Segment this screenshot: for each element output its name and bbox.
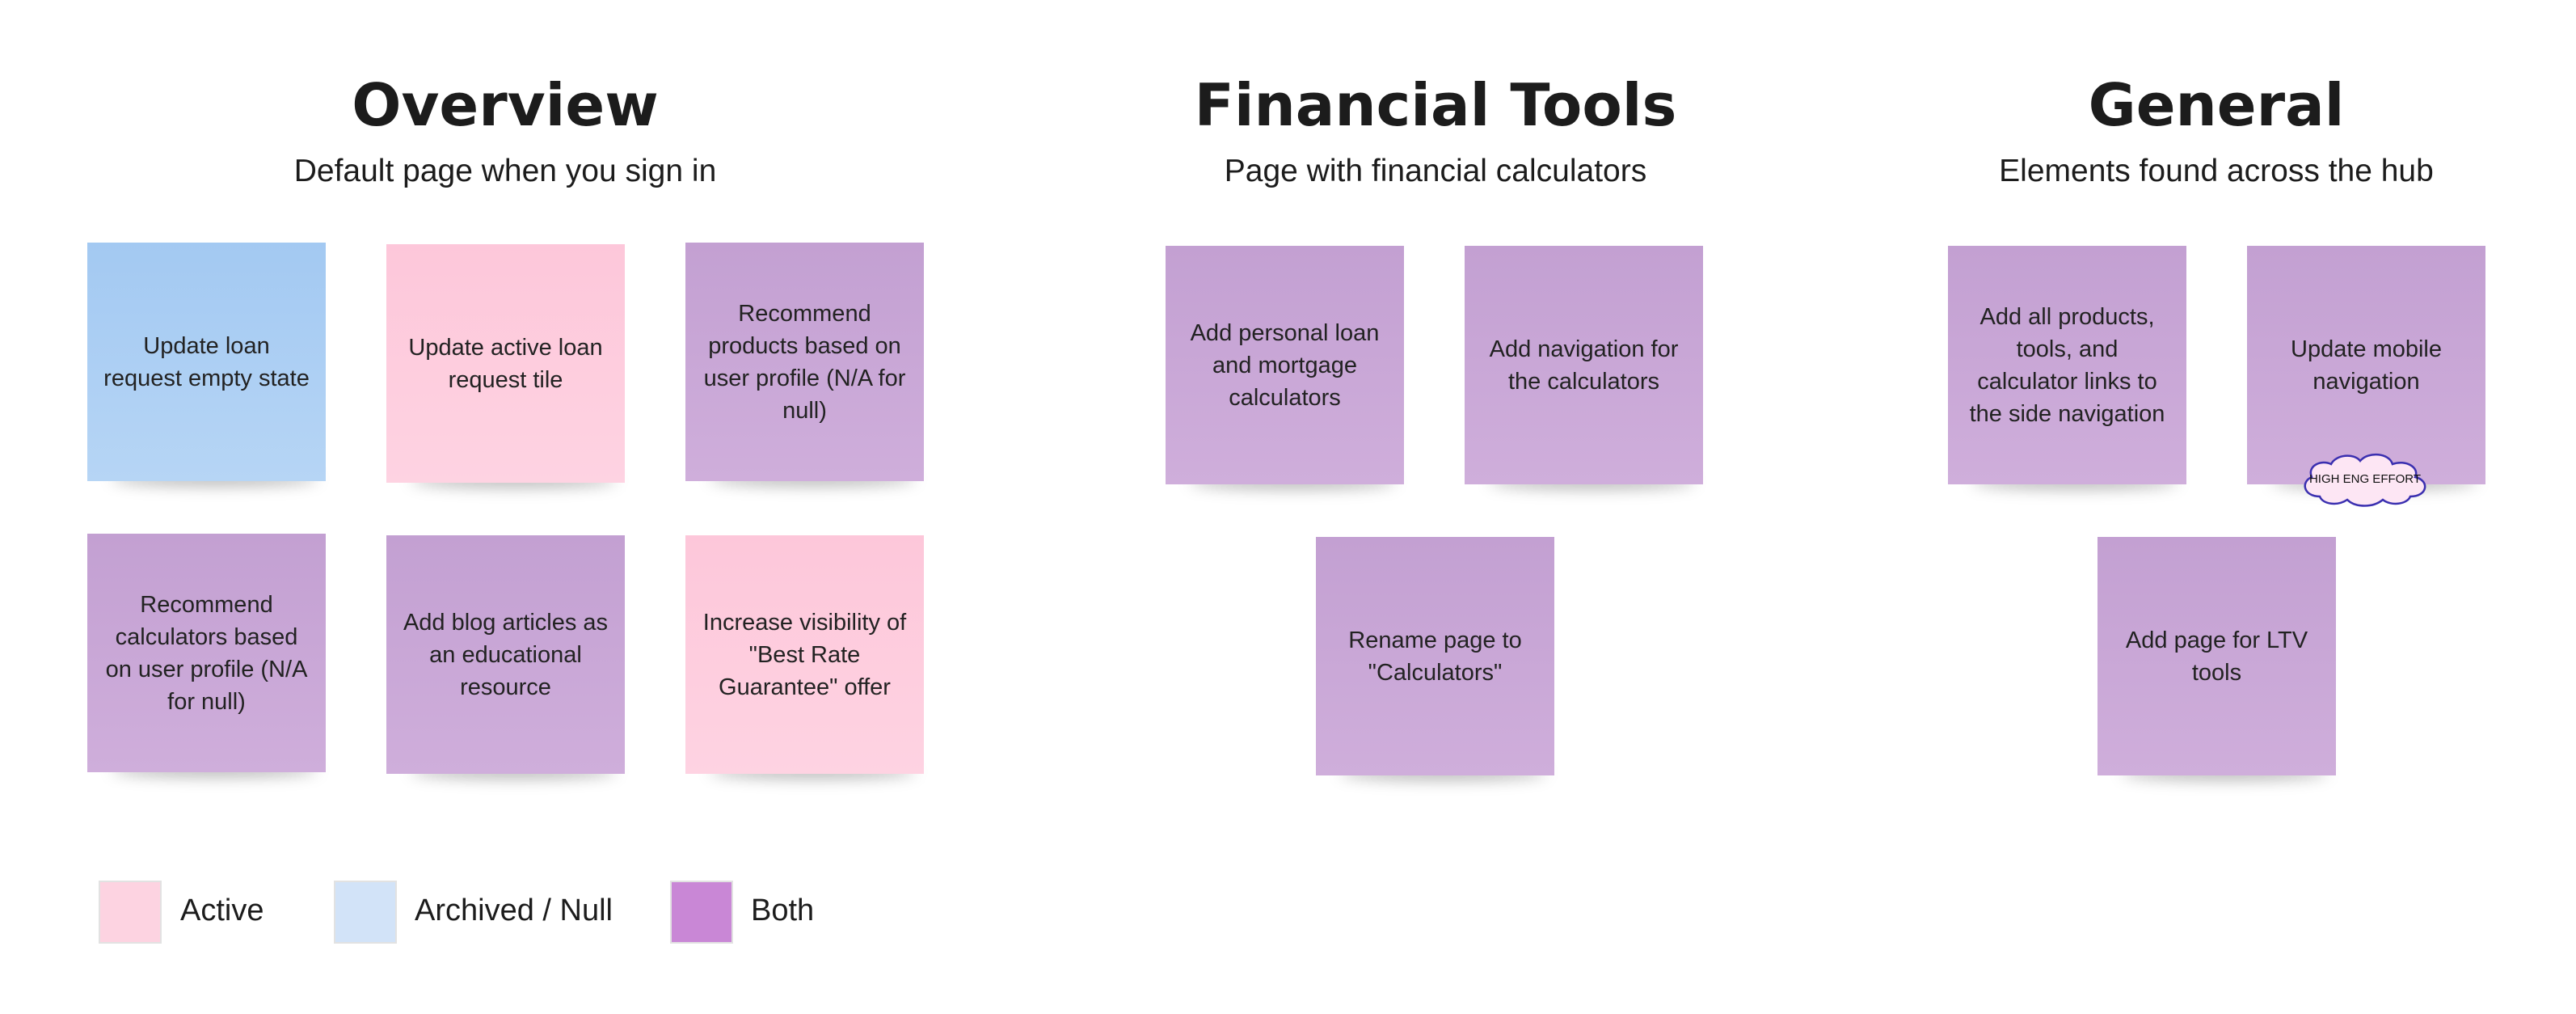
- section-title-overview: Overview: [352, 71, 659, 139]
- sticky-note[interactable]: Add navigation for the calculators: [1465, 246, 1703, 484]
- sticky-note[interactable]: Rename page to "Calculators": [1316, 537, 1554, 775]
- sticky-note[interactable]: Update loan request empty state: [87, 243, 326, 481]
- sticky-note-text: Add navigation for the calculators: [1489, 336, 1679, 395]
- legend-label-active: Active: [180, 894, 264, 927]
- legend-label-both: Both: [751, 894, 815, 927]
- cloud-shape-icon: [2304, 454, 2426, 507]
- sticky-note-text: Update mobile navigation: [2291, 336, 2442, 395]
- sticky-note-text: Add blog articles as an educational reso…: [403, 609, 609, 700]
- section-title-financial-tools: Financial Tools: [1194, 71, 1677, 139]
- section-title-general: General: [2088, 71, 2345, 139]
- sticky-note-text: Rename page to "Calculators": [1348, 627, 1522, 686]
- sticky-note[interactable]: Update active loan request tile: [386, 244, 625, 483]
- section-subtitle-general: Elements found across the hub: [1999, 154, 2434, 188]
- sticky-note[interactable]: Recommend calculators based on user prof…: [87, 534, 326, 772]
- legend-swatch-active: [99, 881, 162, 944]
- sticky-note-text: Add all products, tools, and calculator …: [1969, 303, 2165, 427]
- sticky-note-text: Increase visibility of "Best Rate Guaran…: [702, 609, 907, 700]
- sticky-note-text: Add page for LTV tools: [2125, 627, 2308, 686]
- sticky-note-text: Update active loan request tile: [408, 334, 603, 393]
- sticky-note[interactable]: Recommend products based on user profile…: [685, 243, 924, 481]
- sticky-note-text: Recommend products based on user profile…: [703, 300, 906, 424]
- sticky-note-text: Recommend calculators based on user prof…: [105, 591, 308, 715]
- sticky-note-text: Update loan request empty state: [103, 332, 310, 391]
- sticky-note[interactable]: Add all products, tools, and calculator …: [1948, 246, 2186, 484]
- sticky-note[interactable]: Increase visibility of "Best Rate Guaran…: [685, 535, 924, 774]
- sticky-note[interactable]: Add personal loan and mortgage calculato…: [1166, 246, 1404, 484]
- sticky-note-text: Add personal loan and mortgage calculato…: [1190, 319, 1380, 411]
- high-eng-effort-tag[interactable]: HIGH ENG EFFORT: [2296, 450, 2435, 509]
- legend-swatch-archived-null: [334, 881, 397, 944]
- sticky-note[interactable]: Add page for LTV tools: [2097, 537, 2336, 775]
- sticky-note[interactable]: Update mobile navigation: [2247, 246, 2485, 484]
- sticky-note[interactable]: Add blog articles as an educational reso…: [386, 535, 625, 774]
- section-subtitle-overview: Default page when you sign in: [293, 154, 717, 188]
- legend-label-archived-null: Archived / Null: [415, 894, 613, 927]
- legend-swatch-both: [670, 881, 733, 944]
- section-subtitle-financial-tools: Page with financial calculators: [1224, 154, 1647, 188]
- tag-text: HIGH ENG EFFORT: [2308, 472, 2422, 486]
